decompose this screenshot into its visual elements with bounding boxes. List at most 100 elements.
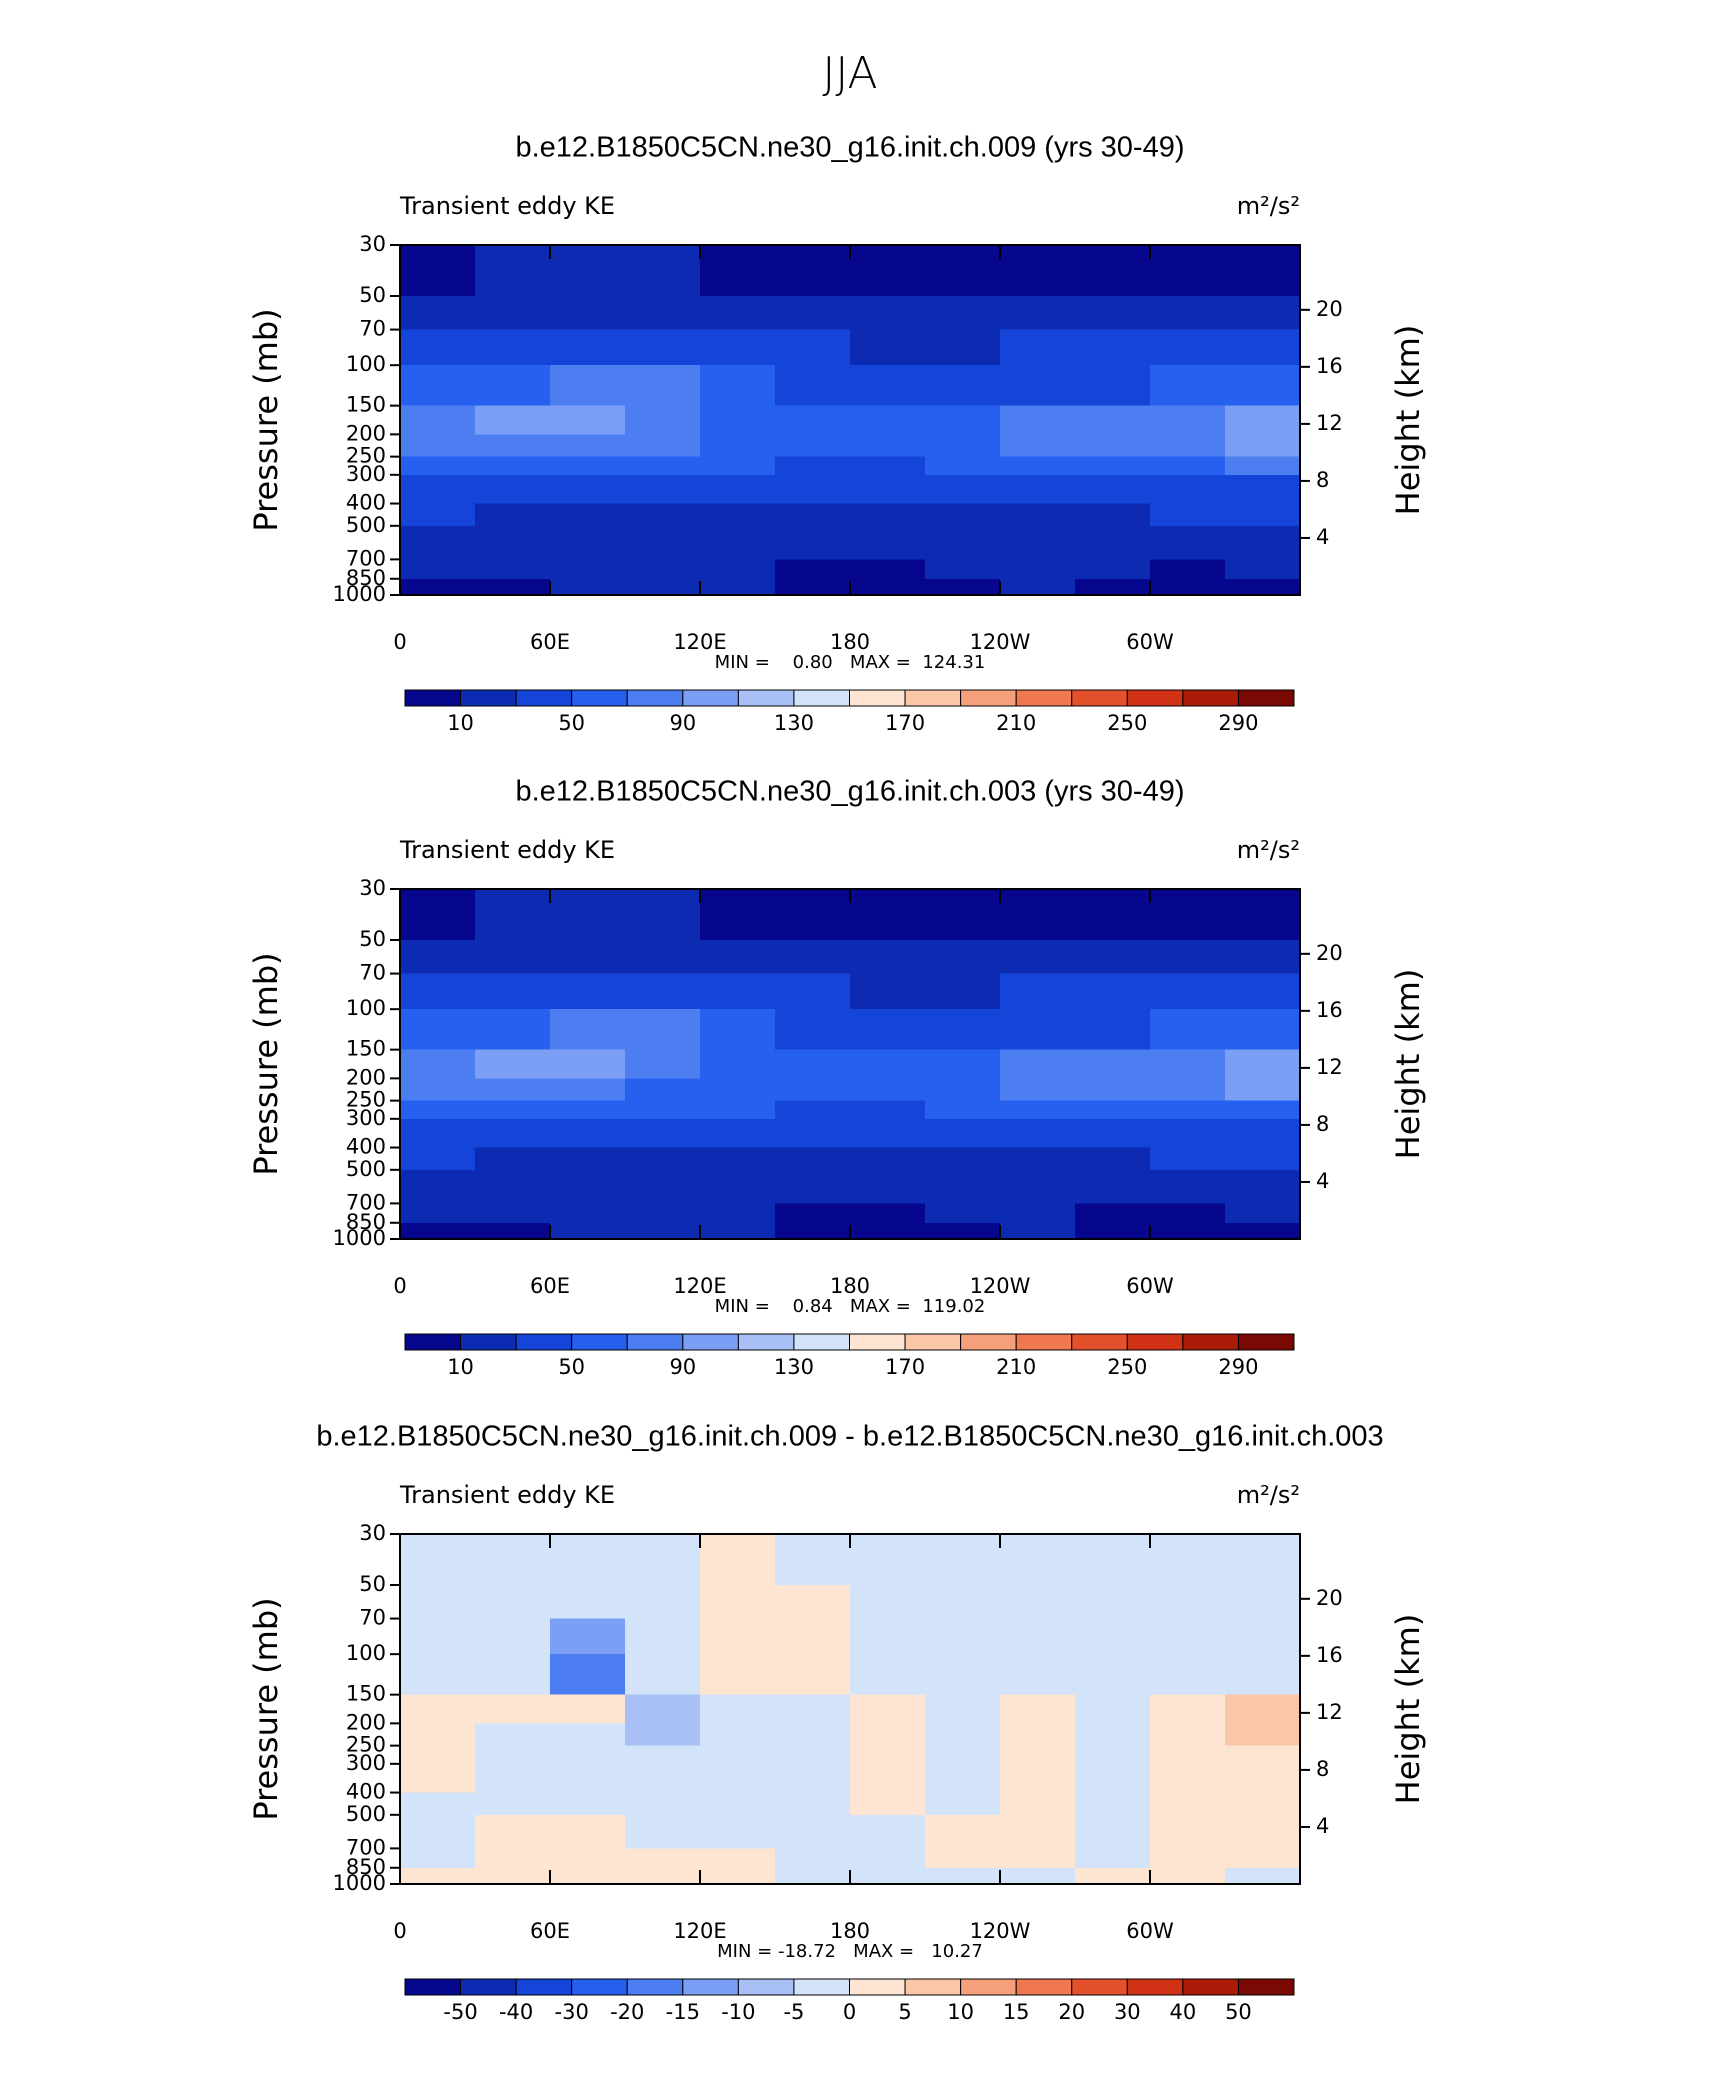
colorbar-label: 50 (558, 1355, 585, 1379)
y-tick-label: 30 (359, 876, 386, 900)
contour-cell (625, 1654, 701, 1696)
y-tick-label: 150 (346, 1037, 386, 1061)
contour-cell (400, 503, 476, 527)
units-label: m²/s² (1237, 1481, 1300, 1509)
y-tick-label: 250 (346, 1088, 386, 1112)
contour-cell (400, 559, 476, 580)
contour-cell (775, 365, 851, 407)
contour-cell (1075, 405, 1151, 435)
contour-cell (1225, 1147, 1301, 1171)
contour-cell (775, 434, 851, 458)
contour-cell (400, 1792, 476, 1816)
contour-cell (925, 1792, 1001, 1816)
contour-cell (925, 329, 1001, 366)
contour-cell (1225, 1848, 1301, 1869)
contour-cell (550, 456, 626, 476)
contour-cell (550, 1534, 626, 1586)
y-tick-label: 500 (346, 1802, 386, 1826)
contour-cell (700, 1618, 776, 1655)
contour-cell (625, 503, 701, 527)
contour-cell (1000, 295, 1076, 331)
contour-cell (550, 1745, 626, 1765)
x-tick-label: 0 (393, 1274, 406, 1298)
contour-cell (1000, 889, 1076, 941)
contour-cell (1225, 1792, 1301, 1816)
contour-cell (925, 1694, 1001, 1724)
contour-cell (775, 1169, 851, 1204)
contour-cell (1000, 1203, 1076, 1224)
colorbar-box (404, 1978, 462, 1996)
contour-cell (400, 1814, 476, 1849)
contour-cell (775, 1723, 851, 1747)
contour-cell (1000, 1745, 1076, 1765)
contour-cell (775, 1745, 851, 1765)
contour-cell (400, 1867, 476, 1885)
contour-cell (625, 973, 701, 1010)
contour-cell (1150, 525, 1226, 560)
colorbar-box (682, 1978, 739, 1996)
contour-cell (550, 1654, 626, 1696)
y-tick-label: 850 (346, 1210, 386, 1234)
contour-cell (775, 578, 851, 596)
contour-cell (625, 559, 701, 580)
contour-cell (475, 1169, 551, 1204)
contour-cell (625, 456, 701, 476)
contour-cell (1150, 245, 1226, 297)
contour-cell (550, 525, 626, 560)
contour-cell (475, 1618, 551, 1655)
y-tick-label: 250 (346, 1733, 386, 1757)
colorbar-box (737, 1978, 795, 1996)
contour-cell (1225, 1009, 1301, 1051)
y-tick-label: 100 (346, 352, 386, 376)
contour-cell (475, 365, 551, 407)
y2-tick-label: 12 (1316, 1700, 1343, 1724)
y-tick-label: 1000 (333, 582, 386, 606)
x-tick-label: 120E (673, 1274, 726, 1298)
contour-cell (625, 1534, 701, 1586)
contour-cell (1000, 405, 1076, 435)
contour-cell (925, 365, 1001, 407)
colorbar-label: 290 (1218, 711, 1258, 735)
y2-tick-label: 8 (1316, 1757, 1329, 1781)
x-tick-label: 0 (393, 630, 406, 654)
contour-cell (1225, 329, 1301, 366)
contour-cell (925, 973, 1001, 1010)
contour-cell (1075, 1169, 1151, 1204)
contour-cell (1075, 245, 1151, 297)
contour-cell (775, 1814, 851, 1849)
contour-cell (850, 889, 926, 941)
contour-cell (775, 1534, 851, 1586)
colorbar-label: 290 (1218, 1355, 1258, 1379)
contour-cell (1075, 1534, 1151, 1586)
contour-cell (625, 1118, 701, 1149)
colorbar-box (460, 1333, 517, 1351)
x-tick-label: 180 (830, 630, 870, 654)
colorbar-box (682, 1333, 739, 1351)
contour-cell (475, 1792, 551, 1816)
contour-cell (1225, 1723, 1301, 1747)
contour-cell (700, 1745, 776, 1765)
contour-cell (775, 456, 851, 476)
contour-cell (475, 1100, 551, 1120)
contour-cell (475, 1078, 551, 1102)
contour-cell (925, 1147, 1001, 1171)
contour-cell (1075, 1078, 1151, 1102)
contour-cell (1000, 503, 1076, 527)
contour-cell (925, 474, 1001, 505)
contour-cell (850, 525, 926, 560)
contour-cell (550, 1203, 626, 1224)
left-label: Transient eddy KE (399, 836, 615, 864)
contour-cell (850, 503, 926, 527)
contour-cell (1225, 295, 1301, 331)
contour-cell (625, 405, 701, 435)
contour-cell (1000, 1118, 1076, 1149)
contour-cell (1225, 1618, 1301, 1655)
contour-cell (850, 559, 926, 580)
contour-cell (1075, 329, 1151, 366)
contour-cell (700, 1049, 776, 1079)
contour-cell (850, 1584, 926, 1620)
contour-cell (1000, 1009, 1076, 1051)
contour-cell (550, 405, 626, 435)
contour-cell (925, 1618, 1001, 1655)
colorbar-box (404, 689, 462, 707)
